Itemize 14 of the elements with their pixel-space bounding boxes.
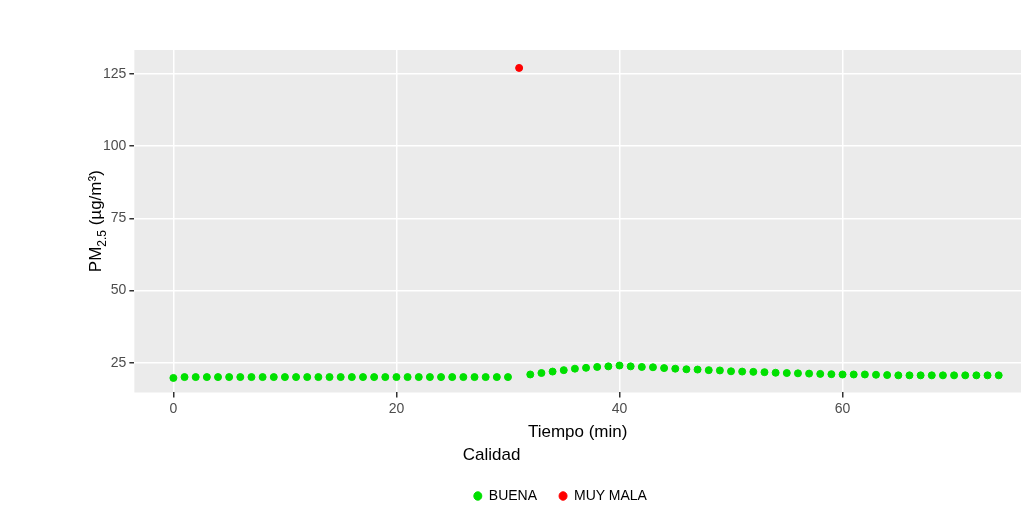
y-tick-label: 75: [110, 209, 127, 226]
x-tick-label: 20: [388, 399, 405, 416]
legend-title: Calidad: [462, 444, 521, 464]
y-tick-label: 100: [103, 136, 127, 153]
x-tick-label: 0: [169, 399, 178, 416]
x-axis-title: Tiempo (min): [527, 422, 628, 442]
legend-label: MUY MALA: [574, 486, 648, 503]
y-tick-label: 25: [110, 353, 127, 370]
legend-label: BUENA: [488, 486, 538, 503]
y-tick-label: 50: [110, 281, 127, 298]
x-tick-label: 60: [834, 399, 851, 416]
x-tick-label: 40: [611, 399, 628, 416]
y-tick-label: 125: [103, 64, 127, 81]
y-axis-title: PM2.5 (µg/m³): [86, 170, 109, 273]
